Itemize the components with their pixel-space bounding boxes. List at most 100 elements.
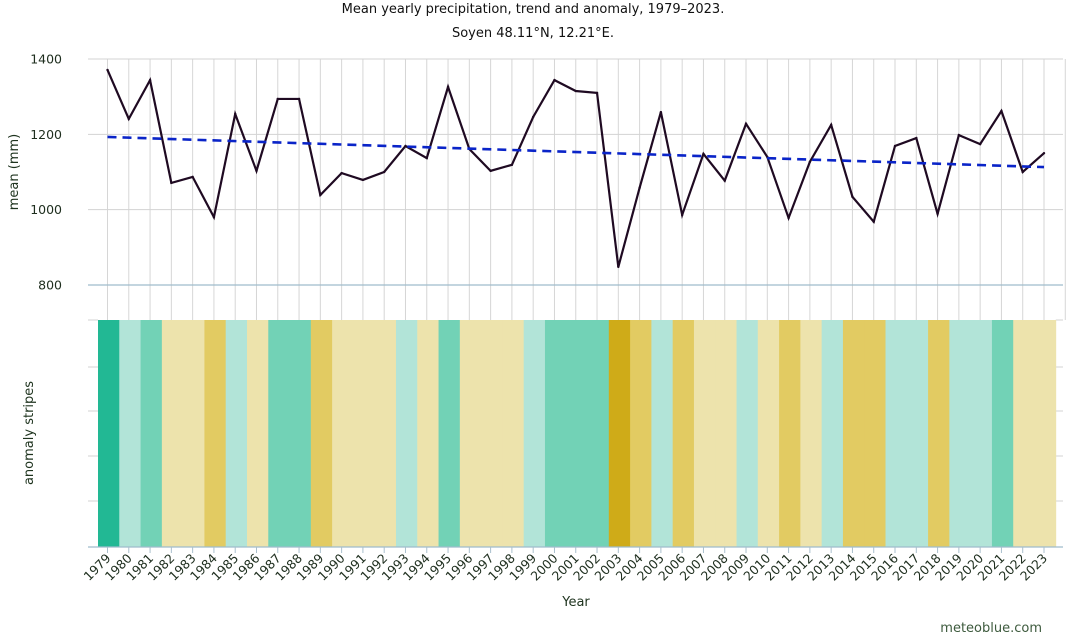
anomaly-stripe-1981 xyxy=(140,320,163,547)
data-point-2000 xyxy=(553,78,556,82)
data-point-1998 xyxy=(510,163,514,167)
data-point-2001 xyxy=(574,89,577,93)
anomaly-stripe-2000 xyxy=(544,320,567,547)
y-tick-label: 800 xyxy=(38,278,62,293)
anomaly-stripe-2009 xyxy=(736,320,759,547)
anomaly-stripe-2008 xyxy=(715,320,737,547)
data-point-1992 xyxy=(382,170,386,174)
anomaly-stripe-2013 xyxy=(821,320,844,547)
anomaly-stripe-1999 xyxy=(523,320,546,547)
anomaly-stripe-1992 xyxy=(374,320,397,547)
anomaly-stripe-2020 xyxy=(970,320,993,547)
anomaly-stripe-1983 xyxy=(183,320,205,547)
data-point-2004 xyxy=(638,186,641,190)
anomaly-stripe-2004 xyxy=(630,320,652,547)
data-point-1999 xyxy=(531,115,535,119)
anomaly-stripe-1988 xyxy=(289,320,312,547)
data-point-2022 xyxy=(1021,170,1024,174)
anomaly-stripe-2019 xyxy=(949,320,972,547)
anomaly-stripe-1995 xyxy=(438,320,461,547)
anomaly-stripe-2017 xyxy=(906,320,929,547)
anomaly-stripe-1996 xyxy=(459,320,482,547)
anomaly-stripe-2023 xyxy=(1034,320,1057,547)
data-point-2015 xyxy=(872,220,875,223)
data-point-1979 xyxy=(106,68,109,72)
anomaly-stripe-1991 xyxy=(353,320,376,547)
trend-line xyxy=(107,135,1045,169)
data-point-1987 xyxy=(276,97,279,101)
anomaly-stripe-1990 xyxy=(332,320,354,547)
data-point-1995 xyxy=(446,85,450,89)
anomaly-stripe-2012 xyxy=(800,320,823,547)
data-point-1991 xyxy=(361,178,365,182)
anomaly-stripe-1982 xyxy=(161,320,184,547)
data-point-1988 xyxy=(297,97,301,101)
anomaly-stripe-2015 xyxy=(864,320,886,547)
data-point-1980 xyxy=(127,117,130,121)
anomaly-stripe-1993 xyxy=(395,320,418,547)
anomaly-stripe-2005 xyxy=(651,320,674,547)
chart-title: Mean yearly precipitation, trend and ano… xyxy=(341,2,725,17)
data-point-2020 xyxy=(978,142,982,146)
data-point-2009 xyxy=(744,122,748,125)
data-point-1990 xyxy=(340,171,343,175)
anomaly-stripe-2022 xyxy=(1013,320,1035,547)
y-tick-label: 1200 xyxy=(30,127,62,142)
anomaly-stripe-2006 xyxy=(672,320,695,547)
anomaly-stripe-1989 xyxy=(310,320,333,547)
credit-link[interactable]: meteoblue.com xyxy=(940,621,1042,636)
data-point-2021 xyxy=(1000,109,1003,113)
anomaly-stripe-2002 xyxy=(587,320,610,547)
stripes-axis-title: anomaly stripes xyxy=(22,381,37,485)
anomaly-stripe-2007 xyxy=(693,320,716,547)
y-tick-label: 1000 xyxy=(30,202,62,217)
anomaly-stripe-2010 xyxy=(757,320,780,547)
data-point-1989 xyxy=(319,193,322,197)
data-point-1984 xyxy=(212,216,216,219)
anomaly-stripe-2016 xyxy=(885,320,908,547)
anomaly-stripe-1997 xyxy=(481,320,503,547)
data-point-2016 xyxy=(893,144,897,148)
anomaly-stripe-1998 xyxy=(502,320,525,547)
data-point-1994 xyxy=(425,156,428,160)
series-layer xyxy=(106,68,1046,269)
anomaly-stripe-1980 xyxy=(119,320,141,547)
anomaly-stripe-2021 xyxy=(991,320,1014,547)
x-axis-title: Year xyxy=(561,595,590,610)
data-point-1986 xyxy=(255,169,258,173)
data-point-2007 xyxy=(702,152,705,156)
y-tick-label: 1400 xyxy=(30,52,62,67)
anomaly-stripe-2011 xyxy=(779,320,801,547)
y-axis-title: mean (mm) xyxy=(7,134,22,210)
anomaly-stripe-2003 xyxy=(608,320,631,547)
data-point-2018 xyxy=(936,212,939,216)
anomaly-stripe-2018 xyxy=(928,320,950,547)
data-point-2005 xyxy=(659,110,663,114)
data-point-2017 xyxy=(915,136,918,140)
anomaly-stripe-2014 xyxy=(842,320,865,547)
anomaly-stripe-1985 xyxy=(225,320,248,547)
data-point-2014 xyxy=(851,195,854,199)
data-point-2003 xyxy=(617,265,620,269)
data-point-1993 xyxy=(404,144,407,148)
anomaly-stripe-1986 xyxy=(246,320,269,547)
anomaly-stripe-1994 xyxy=(417,320,439,547)
data-point-2008 xyxy=(723,179,726,182)
data-point-1985 xyxy=(234,112,237,116)
data-point-2002 xyxy=(595,91,599,95)
data-point-1983 xyxy=(191,175,194,179)
data-point-2006 xyxy=(680,213,684,217)
anomaly-stripe-1984 xyxy=(204,320,227,547)
data-point-2023 xyxy=(1042,151,1046,155)
data-point-2012 xyxy=(808,160,812,164)
data-point-1997 xyxy=(489,169,492,173)
anomaly-stripe-2001 xyxy=(566,320,588,547)
anomaly-stripe-1987 xyxy=(268,320,290,547)
anomaly-stripes xyxy=(98,320,1057,547)
data-point-2019 xyxy=(957,133,961,137)
data-point-2013 xyxy=(829,123,833,127)
data-point-2011 xyxy=(787,216,790,220)
anomaly-stripe-1979 xyxy=(98,320,120,547)
data-point-1982 xyxy=(170,181,173,185)
